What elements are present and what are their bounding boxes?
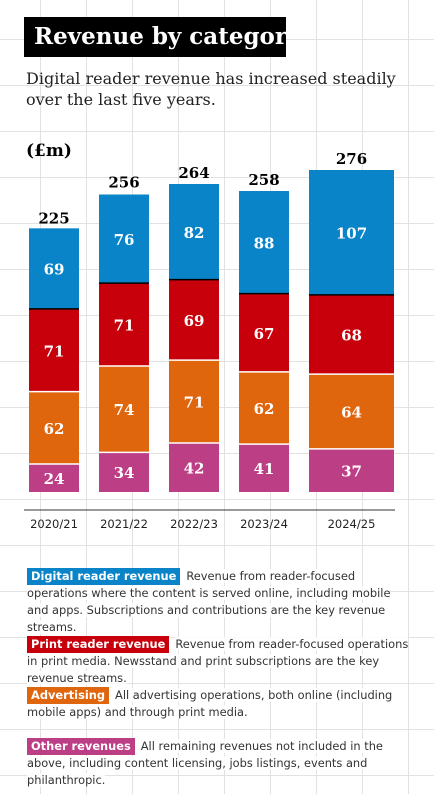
legend-tag: Other revenues (27, 738, 135, 755)
segment-value-label: 41 (254, 460, 275, 478)
segment-value-label: 67 (254, 325, 275, 343)
bar-segment-print-reader-revenue (99, 283, 149, 366)
legend-item-advertising: Advertising All advertising operations, b… (27, 687, 412, 721)
x-tick-label: 2023/24 (240, 517, 288, 531)
segment-value-label: 62 (44, 420, 65, 438)
unit-label: (£m) (26, 141, 72, 161)
segment-value-label: 34 (114, 464, 135, 482)
legend-tag: Advertising (27, 687, 110, 704)
bar-segment-digital-reader-revenue (239, 191, 289, 294)
bar-segment-other-revenues (309, 448, 394, 492)
segment-value-label: 62 (254, 400, 275, 418)
segment-value-label: 71 (184, 394, 205, 412)
total-value-label: 264 (178, 164, 209, 182)
segment-value-label: 68 (341, 327, 362, 345)
segment-value-label: 74 (114, 401, 135, 419)
bar-segment-other-revenues (239, 444, 289, 492)
segment-value-label: 76 (114, 231, 135, 249)
legend-tag: Print reader revenue (27, 636, 170, 653)
segment-value-label: 64 (341, 404, 362, 422)
total-value-label: 256 (108, 173, 139, 191)
segment-value-label: 42 (184, 460, 205, 478)
legend-item-other: Other revenues All remaining revenues not… (27, 738, 412, 789)
segment-value-label: 69 (44, 261, 65, 279)
legend-item-print: Print reader revenue Revenue from reader-… (27, 636, 412, 687)
segment-value-label: 82 (184, 224, 205, 242)
x-tick-label: 2022/23 (170, 517, 218, 531)
legend-item-digital: Digital reader revenue Revenue from reade… (27, 568, 412, 636)
legend-tag: Digital reader revenue (27, 568, 181, 585)
bar-segment-digital-reader-revenue (309, 170, 394, 295)
bar-segment-advertising (309, 374, 394, 449)
bar-segment-digital-reader-revenue (169, 184, 219, 280)
segment-value-label: 71 (114, 317, 135, 335)
bar-segment-print-reader-revenue (309, 294, 394, 375)
x-tick-label: 2020/21 (30, 517, 78, 531)
bar-segment-other-revenues (169, 443, 219, 492)
x-tick-label: 2021/22 (100, 517, 148, 531)
bar-segment-advertising (169, 360, 219, 443)
total-value-label: 225 (38, 210, 69, 228)
chart-title: Revenue by category (24, 17, 286, 57)
segment-value-label: 88 (254, 234, 275, 252)
bar-segment-other-revenues (99, 452, 149, 492)
bar-segment-advertising (29, 391, 79, 464)
stacked-bar-chart: 24 62 71 69 225 2020/21 34 74 71 76 256 2021/22 42 71… (24, 150, 395, 531)
bar-segment-print-reader-revenue (29, 308, 79, 392)
total-value-label: 258 (248, 171, 279, 189)
segment-value-label: 24 (44, 470, 65, 488)
bar-segment-digital-reader-revenue (99, 194, 149, 284)
bar-segment-advertising (99, 366, 149, 453)
bar-segment-advertising (239, 371, 289, 445)
bar-segment-print-reader-revenue (169, 279, 219, 361)
bar-segment-print-reader-revenue (239, 293, 289, 372)
total-value-label: 276 (336, 150, 367, 168)
x-tick-label: 2024/25 (328, 517, 376, 531)
bar-segment-digital-reader-revenue (29, 228, 79, 309)
bar-segment-other-revenues (29, 464, 79, 492)
segment-value-label: 71 (44, 342, 65, 360)
segment-value-label: 37 (341, 462, 362, 480)
segment-value-label: 107 (336, 224, 367, 242)
chart-subtitle: Digital reader revenue has increased ste… (26, 69, 396, 109)
segment-value-label: 69 (184, 312, 205, 330)
